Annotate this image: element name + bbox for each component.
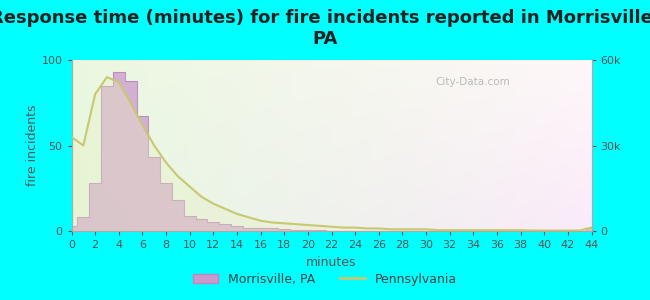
- Text: City-Data.com: City-Data.com: [436, 77, 510, 87]
- Legend: Morrisville, PA, Pennsylvania: Morrisville, PA, Pennsylvania: [188, 268, 462, 291]
- Y-axis label: fire incidents: fire incidents: [26, 105, 39, 186]
- X-axis label: minutes: minutes: [306, 256, 357, 268]
- Text: Response time (minutes) for fire incidents reported in Morrisville,
PA: Response time (minutes) for fire inciden…: [0, 9, 650, 48]
